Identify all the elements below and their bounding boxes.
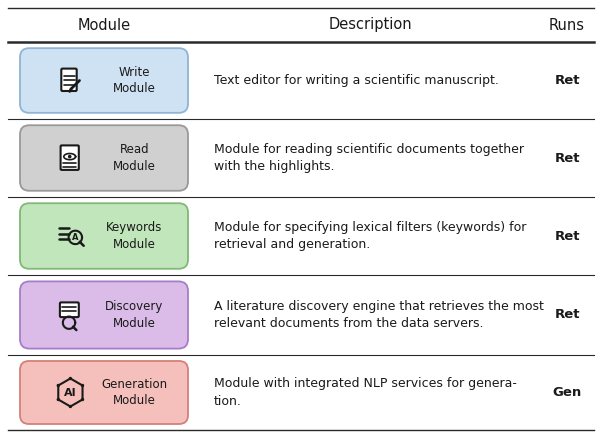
Text: Ret: Ret — [554, 74, 580, 87]
Text: Module for specifying lexical filters (keywords) for
retrieval and generation.: Module for specifying lexical filters (k… — [214, 221, 526, 251]
Circle shape — [69, 377, 72, 380]
FancyBboxPatch shape — [60, 302, 79, 317]
FancyBboxPatch shape — [20, 203, 188, 269]
Circle shape — [69, 405, 72, 408]
Text: A: A — [72, 233, 78, 242]
Circle shape — [81, 384, 84, 387]
FancyBboxPatch shape — [20, 48, 188, 113]
Text: Write
Module: Write Module — [113, 66, 156, 95]
Text: AI: AI — [64, 388, 76, 397]
Text: Runs: Runs — [549, 18, 585, 33]
Text: Description: Description — [328, 18, 412, 33]
FancyBboxPatch shape — [61, 145, 79, 170]
FancyBboxPatch shape — [20, 361, 188, 424]
Text: Keywords
Module: Keywords Module — [106, 221, 163, 251]
Text: Generation
Module: Generation Module — [101, 378, 167, 407]
Text: Module for reading scientific documents together
with the highlights.: Module for reading scientific documents … — [214, 143, 524, 173]
Circle shape — [81, 398, 84, 401]
Text: Discovery
Module: Discovery Module — [105, 300, 163, 330]
Text: Read
Module: Read Module — [113, 143, 156, 173]
FancyBboxPatch shape — [20, 125, 188, 191]
Text: Module with integrated NLP services for genera-
tion.: Module with integrated NLP services for … — [214, 377, 517, 408]
Circle shape — [68, 155, 72, 158]
Text: Gen: Gen — [553, 386, 582, 399]
Text: Module: Module — [78, 18, 131, 33]
Text: A literature discovery engine that retrieves the most
relevant documents from th: A literature discovery engine that retri… — [214, 300, 544, 330]
Text: Text editor for writing a scientific manuscript.: Text editor for writing a scientific man… — [214, 74, 499, 87]
Text: Ret: Ret — [554, 308, 580, 322]
Text: Ret: Ret — [554, 151, 580, 165]
FancyBboxPatch shape — [20, 282, 188, 348]
Circle shape — [57, 384, 60, 387]
FancyBboxPatch shape — [61, 69, 76, 91]
Text: Ret: Ret — [554, 230, 580, 242]
Circle shape — [57, 398, 60, 401]
